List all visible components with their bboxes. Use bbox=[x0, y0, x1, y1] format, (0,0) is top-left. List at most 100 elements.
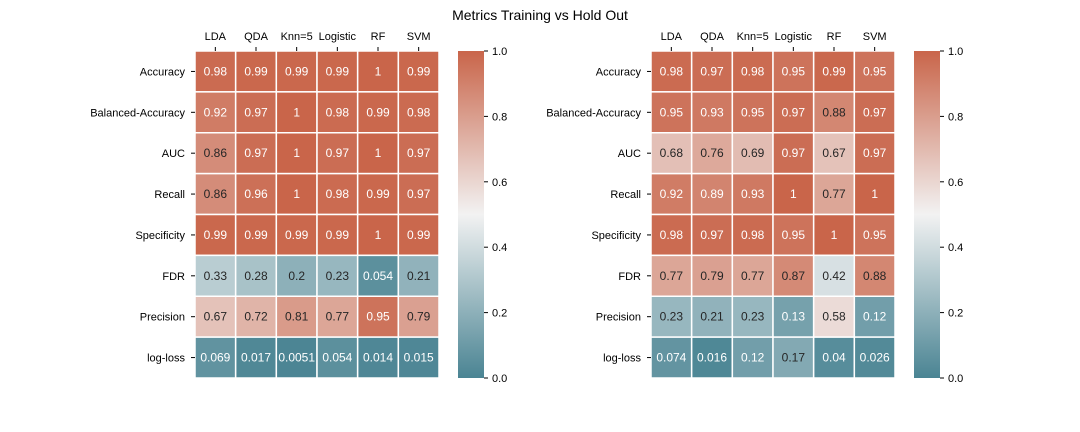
cell-value-label: 0.97 bbox=[782, 146, 806, 160]
colorbar-tick-label: 0.2 bbox=[492, 308, 507, 320]
cell-value-label: 0.86 bbox=[204, 146, 228, 160]
y-tick-label: Accuracy bbox=[596, 66, 642, 78]
heatmap-cell bbox=[772, 50, 815, 93]
cell-value-label: 0.99 bbox=[326, 64, 350, 78]
y-tick-label: Specificity bbox=[135, 230, 185, 242]
cell-value-label: 0.77 bbox=[741, 269, 765, 283]
cell-value-label: 0.97 bbox=[244, 146, 268, 160]
cell-value-label: 1 bbox=[831, 228, 838, 242]
cell-value-label: 0.23 bbox=[326, 269, 350, 283]
cell-value-label: 0.99 bbox=[366, 187, 390, 201]
cell-value-label: 0.69 bbox=[741, 146, 765, 160]
heatmap-cell bbox=[316, 132, 359, 175]
cell-value-label: 0.97 bbox=[700, 228, 724, 242]
heatmap-cell bbox=[772, 336, 815, 379]
x-tick-label: Logistic bbox=[319, 31, 357, 43]
heatmap-cell bbox=[731, 336, 774, 379]
y-tick-label: Recall bbox=[154, 189, 185, 201]
cell-value-label: 0.99 bbox=[326, 228, 350, 242]
heatmap-cell bbox=[812, 132, 856, 175]
heatmap-cell bbox=[397, 132, 440, 175]
cell-value-label: 1 bbox=[293, 187, 300, 201]
heatmap-cell bbox=[731, 295, 774, 338]
colorbar-gradient bbox=[914, 51, 940, 378]
heatmap-cell bbox=[690, 254, 734, 297]
cell-value-label: 0.67 bbox=[822, 146, 846, 160]
cell-value-label: 0.23 bbox=[741, 310, 765, 324]
cell-value-label: 0.99 bbox=[366, 105, 390, 119]
y-tick-label: Precision bbox=[140, 312, 185, 324]
y-tick-label: Precision bbox=[596, 312, 641, 324]
cell-value-label: 0.0051 bbox=[278, 351, 315, 365]
heatmap-cell bbox=[275, 213, 318, 257]
heatmap-cell bbox=[650, 91, 693, 134]
heatmap-cell bbox=[397, 254, 440, 297]
heatmap-cell bbox=[812, 172, 856, 216]
y-tick-label: AUC bbox=[618, 148, 641, 160]
heatmap-cell bbox=[772, 213, 815, 257]
heatmap-cell bbox=[316, 91, 359, 134]
heatmap-cell bbox=[316, 336, 359, 379]
x-tick-label: LDA bbox=[205, 31, 227, 43]
y-tick-label: Balanced-Accuracy bbox=[90, 107, 185, 119]
cell-value-label: 0.97 bbox=[782, 105, 806, 119]
heatmap-cell bbox=[853, 132, 896, 175]
y-tick-label: Recall bbox=[610, 189, 641, 201]
heatmap-cell bbox=[275, 172, 318, 216]
cell-value-label: 0.97 bbox=[244, 105, 268, 119]
heatmap-cell bbox=[234, 132, 278, 175]
cell-value-label: 0.017 bbox=[241, 351, 271, 365]
heatmap-cell bbox=[275, 336, 318, 379]
colorbar-tick-label: 1.0 bbox=[492, 46, 507, 58]
heatmap-cell bbox=[731, 254, 774, 297]
heatmap-cell bbox=[772, 91, 815, 134]
heatmap-cell bbox=[356, 213, 400, 257]
heatmap-cell bbox=[397, 213, 440, 257]
cell-value-label: 0.98 bbox=[326, 105, 350, 119]
cell-value-label: 0.77 bbox=[326, 310, 350, 324]
heatmap-panel-1: 0.98 0.99 0.99 0.99 1 0.99 0.92 0.97 1 0.98 0.99 0.… bbox=[90, 31, 440, 379]
colorbar-tick-label: 0.6 bbox=[948, 177, 963, 189]
colorbar-2: 0.0 0.2 0.4 0.6 0.8 1.0 bbox=[914, 46, 963, 385]
cell-value-label: 0.97 bbox=[700, 64, 724, 78]
cell-value-label: 0.074 bbox=[656, 351, 686, 365]
y-tick-label: FDR bbox=[162, 271, 185, 283]
x-tick-label: SVM bbox=[407, 31, 431, 43]
cell-value-label: 0.2 bbox=[288, 269, 305, 283]
x-tick-label: QDA bbox=[244, 31, 269, 43]
cell-value-label: 0.88 bbox=[822, 105, 846, 119]
cell-value-label: 0.016 bbox=[697, 351, 727, 365]
cell-value-label: 0.58 bbox=[822, 310, 846, 324]
y-tick-label: log-loss bbox=[603, 353, 641, 365]
colorbar-tick-label: 0.2 bbox=[948, 308, 963, 320]
heatmap-cell bbox=[772, 132, 815, 175]
cell-value-label: 0.99 bbox=[285, 64, 309, 78]
cell-value-label: 0.97 bbox=[407, 187, 431, 201]
cell-value-label: 0.92 bbox=[204, 105, 228, 119]
cell-value-label: 0.67 bbox=[204, 310, 228, 324]
cell-value-label: 0.17 bbox=[782, 351, 806, 365]
cell-value-label: 0.98 bbox=[660, 64, 684, 78]
heatmap-cell bbox=[690, 91, 734, 134]
heatmap-cell bbox=[853, 336, 896, 379]
colorbar-tick-label: 0.8 bbox=[948, 111, 963, 123]
colorbar-tick-label: 0.4 bbox=[492, 242, 507, 254]
cell-value-label: 1 bbox=[293, 146, 300, 160]
x-tick-label: Knn=5 bbox=[281, 31, 313, 43]
heatmap-cell bbox=[397, 50, 440, 93]
heatmap-cell bbox=[194, 295, 237, 338]
cell-value-label: 0.95 bbox=[863, 64, 887, 78]
heatmap-cell bbox=[690, 172, 734, 216]
cell-value-label: 0.12 bbox=[863, 310, 887, 324]
x-tick-label: SVM bbox=[863, 31, 887, 43]
cell-value-label: 0.069 bbox=[200, 351, 230, 365]
cell-value-label: 0.98 bbox=[741, 228, 765, 242]
colorbar-tick-label: 0.0 bbox=[948, 373, 963, 385]
y-tick-label: Accuracy bbox=[140, 66, 186, 78]
cell-value-label: 0.95 bbox=[366, 310, 390, 324]
cell-value-label: 0.21 bbox=[407, 269, 431, 283]
heatmap-cell bbox=[853, 213, 896, 257]
heatmap-cell bbox=[356, 132, 400, 175]
cell-value-label: 0.87 bbox=[782, 269, 806, 283]
cell-value-label: 0.04 bbox=[822, 351, 846, 365]
